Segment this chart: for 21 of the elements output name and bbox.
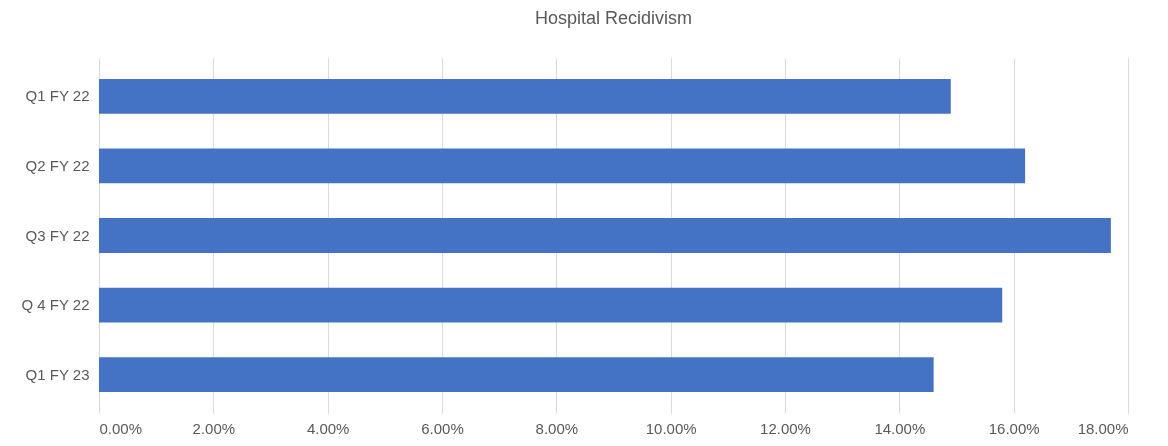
x-tick-label: 12.00% [760, 419, 811, 437]
y-tick-label: Q1 FY 22 [25, 87, 90, 105]
x-tick-label: 6.00% [421, 419, 464, 437]
x-tick-label: 4.00% [306, 419, 350, 437]
chart-title: Hospital Recidivism [534, 8, 693, 28]
x-tick-label: 18.00% [1077, 419, 1129, 437]
y-tick-label: Q3 FY 22 [25, 226, 90, 244]
bar [99, 78, 951, 114]
y-tick-label: Q 4 FY 22 [21, 296, 90, 314]
bar [99, 357, 934, 393]
bar [99, 218, 1111, 253]
x-tick-label: 16.00% [988, 419, 1040, 437]
y-tick-label: Q2 FY 22 [25, 156, 90, 174]
y-tick-label: Q1 FY 23 [25, 365, 90, 383]
x-tick-label: 8.00% [535, 419, 579, 437]
bar [99, 287, 1003, 323]
x-tick-label: 10.00% [645, 419, 697, 437]
x-tick-label: 14.00% [874, 419, 926, 437]
x-tick-label: 2.00% [192, 419, 236, 437]
x-tick-label: 0.00% [99, 419, 143, 437]
bar [99, 148, 1026, 184]
